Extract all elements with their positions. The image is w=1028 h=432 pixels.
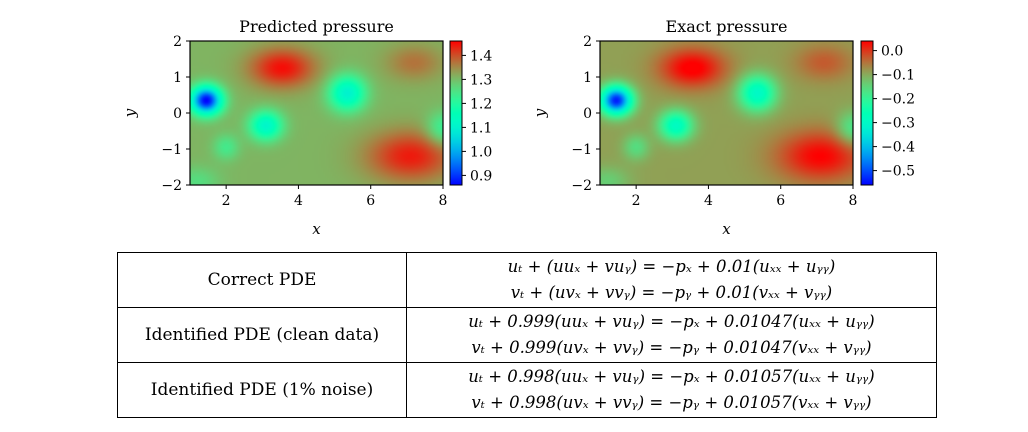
y-axis-label: y (531, 108, 549, 118)
colorbar-tick-label: −0.3 (881, 116, 915, 132)
u-equation: uₜ + 0.999(uuₓ + vuᵧ) = −pₓ + 0.01047(uₓ… (468, 312, 875, 331)
equation-cell: uₜ + 0.999(uuₓ + vuᵧ) = −pₓ + 0.01047(uₓ… (406, 307, 937, 363)
colorbar-tick-label: 1.2 (470, 96, 492, 112)
colorbar-tick-label: 0.0 (881, 44, 903, 60)
y-tick-label: −1 (571, 142, 592, 158)
colorbar-tick-label: 1.4 (470, 48, 492, 64)
colorbar (860, 40, 874, 186)
pressure-figure: 2 4 6 8 2 1 0 −1 −2 Predicted pressure x y 1.4 1.3 1.2… (121, 17, 915, 238)
table-row: Identified PDE (clean data) uₜ + 0.999(u… (117, 307, 937, 363)
y-tick-label: −2 (571, 178, 592, 194)
u-equation: uₜ + 0.998(uuₓ + vuᵧ) = −pₓ + 0.01057(uₓ… (468, 367, 875, 386)
colorbar-tick-label: −0.5 (881, 164, 915, 180)
row-label: Identified PDE (1% noise) (117, 362, 407, 418)
y-tick-label: 1 (583, 70, 592, 86)
y-tick-label: 2 (173, 34, 182, 50)
y-tick-label: −1 (161, 142, 182, 158)
table-row: Correct PDE uₜ + (uuₓ + vuᵧ) = −pₓ + 0.0… (117, 252, 937, 308)
y-axis-label: y (121, 108, 139, 118)
colorbar-tick-label: −0.2 (881, 92, 915, 108)
pde-comparison-table: Correct PDE uₜ + (uuₓ + vuᵧ) = −pₓ + 0.0… (117, 252, 937, 418)
colorbar-tick-label: 0.9 (470, 168, 492, 184)
colorbar-tick-label: −0.4 (881, 140, 915, 156)
heatmap-image (190, 41, 443, 185)
x-axis-label: x (722, 220, 731, 238)
y-tick-label: 2 (583, 34, 592, 50)
x-tick-label: 8 (849, 193, 858, 209)
v-equation: vₜ + 0.999(uvₓ + vvᵧ) = −pᵧ + 0.01047(vₓ… (471, 338, 872, 357)
colorbar-tick-label: 1.0 (470, 144, 492, 160)
heatmap-image (600, 41, 853, 185)
x-tick-label: 6 (776, 193, 785, 209)
x-tick-label: 8 (439, 193, 448, 209)
colorbar-tick-label: −0.1 (881, 68, 915, 84)
y-tick-label: 1 (173, 70, 182, 86)
x-tick-label: 6 (366, 193, 375, 209)
colorbar-tick-label: 1.3 (470, 72, 492, 88)
v-equation: vₜ + (uvₓ + vvᵧ) = −pᵧ + 0.01(vₓₓ + vᵧᵧ) (510, 283, 833, 302)
table-row: Identified PDE (1% noise) uₜ + 0.998(uuₓ… (117, 362, 937, 418)
x-axis-label: x (312, 220, 321, 238)
x-tick-label: 2 (632, 193, 641, 209)
x-tick-label: 4 (294, 193, 303, 209)
colorbar (449, 40, 463, 186)
u-equation: uₜ + (uuₓ + vuᵧ) = −pₓ + 0.01(uₓₓ + uᵧᵧ) (507, 257, 836, 276)
row-label: Correct PDE (117, 252, 407, 308)
y-tick-label: 0 (583, 106, 592, 122)
x-tick-label: 4 (704, 193, 713, 209)
chart-title: Predicted pressure (239, 17, 394, 36)
colorbar-tick-label: 1.1 (470, 120, 492, 136)
y-tick-label: −2 (161, 178, 182, 194)
y-tick-label: 0 (173, 106, 182, 122)
equation-cell: uₜ + 0.998(uuₓ + vuᵧ) = −pₓ + 0.01057(uₓ… (406, 362, 937, 418)
v-equation: vₜ + 0.998(uvₓ + vvᵧ) = −pᵧ + 0.01057(vₓ… (471, 393, 872, 412)
x-tick-label: 2 (222, 193, 231, 209)
equation-cell: uₜ + (uuₓ + vuᵧ) = −pₓ + 0.01(uₓₓ + uᵧᵧ)… (406, 252, 937, 308)
chart-title: Exact pressure (666, 17, 788, 36)
row-label: Identified PDE (clean data) (117, 307, 407, 363)
